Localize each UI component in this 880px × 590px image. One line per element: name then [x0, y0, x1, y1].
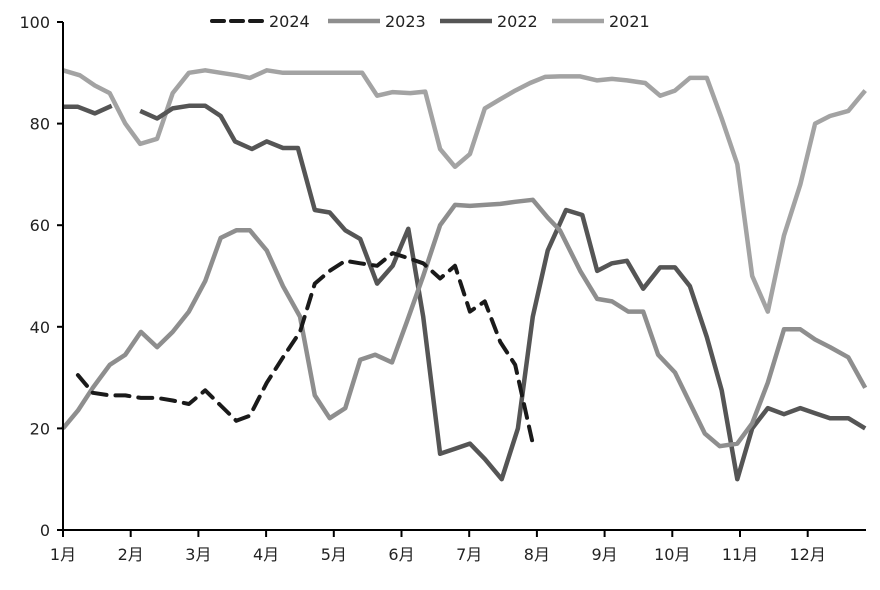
series-line-2023: [61, 197, 868, 449]
x-tick-label: 4月: [253, 545, 279, 564]
y-tick-label: 80: [30, 115, 50, 134]
y-tick-label: 100: [19, 13, 50, 32]
x-tick-label: 1月: [50, 545, 76, 564]
x-tick-label: 7月: [456, 545, 482, 564]
legend-label-2023: 2023: [385, 12, 426, 31]
y-tick-label: 0: [40, 521, 50, 540]
x-tick-label: 12月: [790, 545, 826, 564]
series-layer: [61, 68, 868, 482]
x-tick-label: 11月: [722, 545, 758, 564]
x-tick-label: 2月: [118, 545, 144, 564]
x-tick-label: 6月: [388, 545, 414, 564]
x-tick-label: 8月: [524, 545, 550, 564]
y-tick-label: 40: [30, 318, 50, 337]
x-ticks: 1月 2月 3月 4月 5月 6月 7月 8月 9月 10月 11月 12月: [50, 530, 826, 564]
x-tick-label: 10月: [654, 545, 690, 564]
y-tick-label: 60: [30, 216, 50, 235]
y-ticks: 0 20 40 60 80 100: [19, 13, 63, 540]
series-line-2024: [75, 251, 535, 446]
x-tick-label: 5月: [321, 545, 347, 564]
legend-label-2021: 2021: [609, 12, 650, 31]
x-tick-label: 9月: [592, 545, 618, 564]
legend-label-2024: 2024: [269, 12, 310, 31]
legend: 2024 2023 2022 2021: [210, 12, 650, 31]
y-tick-label: 20: [30, 419, 50, 438]
legend-label-2022: 2022: [497, 12, 538, 31]
series-line-2021: [62, 68, 867, 314]
x-tick-label: 3月: [185, 545, 211, 564]
series-line-2022: [63, 103, 867, 482]
